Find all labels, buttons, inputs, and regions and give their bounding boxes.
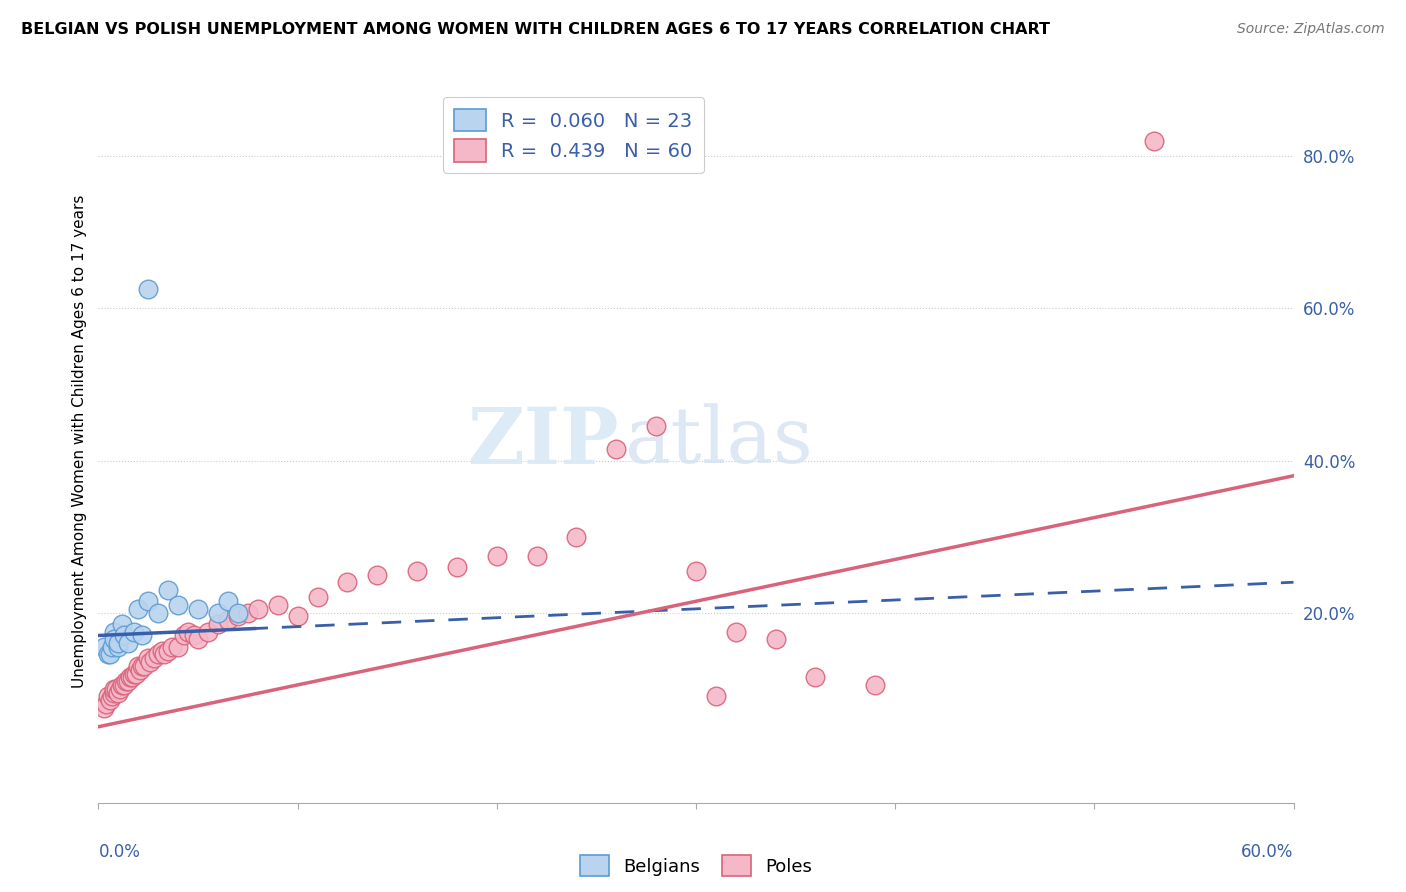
Point — [111, 617, 134, 632]
Point — [446, 560, 468, 574]
Point — [107, 685, 129, 699]
Point — [134, 659, 156, 673]
Point — [93, 700, 115, 714]
Point — [804, 670, 827, 684]
Text: ZIP: ZIP — [467, 403, 619, 480]
Text: Source: ZipAtlas.com: Source: ZipAtlas.com — [1237, 22, 1385, 37]
Point — [685, 564, 707, 578]
Text: atlas: atlas — [624, 404, 813, 479]
Point — [167, 598, 190, 612]
Point — [173, 628, 195, 642]
Point — [139, 655, 162, 669]
Point — [129, 663, 152, 677]
Point — [153, 648, 176, 662]
Point — [565, 530, 588, 544]
Point — [187, 632, 209, 647]
Point — [217, 613, 239, 627]
Point — [167, 640, 190, 654]
Point — [136, 282, 159, 296]
Point — [287, 609, 309, 624]
Point — [226, 609, 249, 624]
Point — [1143, 134, 1166, 148]
Point — [127, 659, 149, 673]
Point — [131, 659, 153, 673]
Point — [131, 628, 153, 642]
Point — [101, 690, 124, 704]
Text: BELGIAN VS POLISH UNEMPLOYMENT AMONG WOMEN WITH CHILDREN AGES 6 TO 17 YEARS CORR: BELGIAN VS POLISH UNEMPLOYMENT AMONG WOM… — [21, 22, 1050, 37]
Point — [148, 648, 170, 662]
Point — [107, 640, 129, 654]
Point — [136, 594, 159, 608]
Point — [226, 606, 249, 620]
Point — [197, 624, 219, 639]
Point — [98, 648, 122, 662]
Point — [267, 598, 290, 612]
Point — [121, 670, 143, 684]
Point — [336, 575, 359, 590]
Point — [177, 624, 200, 639]
Point — [97, 690, 120, 704]
Point — [97, 648, 120, 662]
Point — [136, 651, 159, 665]
Point — [112, 678, 135, 692]
Point — [103, 681, 125, 696]
Point — [207, 606, 229, 620]
Text: 0.0%: 0.0% — [98, 843, 141, 861]
Point — [150, 643, 173, 657]
Point — [103, 685, 125, 699]
Point — [103, 624, 125, 639]
Point — [160, 640, 183, 654]
Point — [605, 442, 627, 457]
Point — [183, 628, 205, 642]
Point — [120, 670, 142, 684]
Point — [107, 636, 129, 650]
Point — [117, 674, 139, 689]
Point — [117, 636, 139, 650]
Point — [307, 591, 329, 605]
Point — [124, 624, 146, 639]
Point — [101, 640, 124, 654]
Point — [207, 617, 229, 632]
Point — [246, 602, 269, 616]
Point — [103, 632, 125, 647]
Point — [645, 419, 668, 434]
Point — [127, 602, 149, 616]
Point — [157, 643, 180, 657]
Point — [157, 582, 180, 597]
Point — [112, 628, 135, 642]
Point — [406, 564, 429, 578]
Text: 60.0%: 60.0% — [1241, 843, 1294, 861]
Point — [865, 678, 887, 692]
Point — [124, 666, 146, 681]
Legend: Belgians, Poles: Belgians, Poles — [572, 848, 820, 883]
Point — [724, 624, 747, 639]
Point — [111, 678, 134, 692]
Point — [485, 549, 508, 563]
Point — [187, 602, 209, 616]
Point — [110, 681, 132, 696]
Point — [366, 567, 388, 582]
Point — [704, 690, 727, 704]
Point — [125, 666, 148, 681]
Point — [148, 606, 170, 620]
Point — [765, 632, 787, 647]
Point — [105, 681, 128, 696]
Point — [93, 640, 115, 654]
Point — [526, 549, 548, 563]
Point — [115, 674, 138, 689]
Point — [217, 594, 239, 608]
Y-axis label: Unemployment Among Women with Children Ages 6 to 17 years: Unemployment Among Women with Children A… — [72, 194, 87, 689]
Point — [143, 651, 166, 665]
Point — [96, 697, 118, 711]
Point — [236, 606, 259, 620]
Point — [98, 693, 122, 707]
